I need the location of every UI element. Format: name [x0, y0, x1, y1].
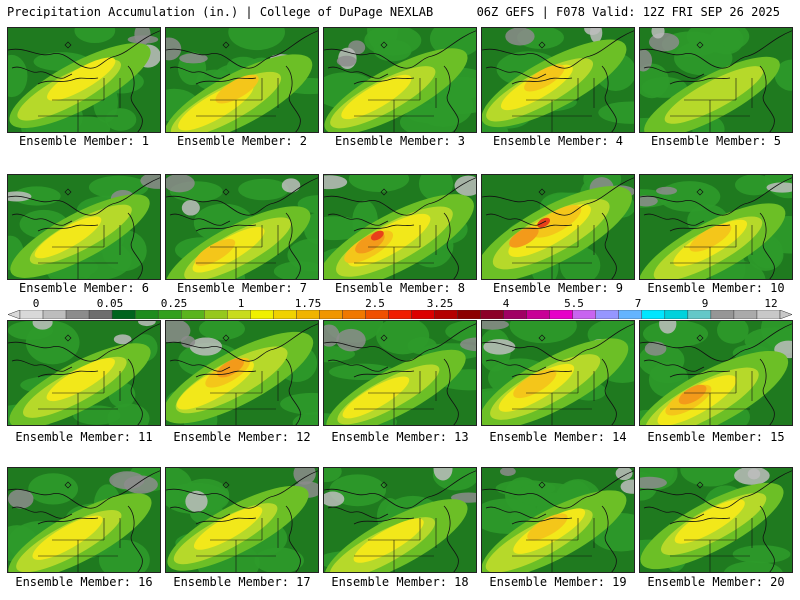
ensemble-member-label: Ensemble Member: 15: [647, 430, 785, 444]
scale-tick: 2.5: [365, 297, 385, 310]
ensemble-member-map: [323, 467, 477, 573]
ensemble-member-map: [639, 27, 793, 133]
scale-tick: 1.75: [294, 297, 322, 310]
ensemble-member-label: Ensemble Member: 7: [176, 281, 308, 295]
ensemble-member-label: Ensemble Member: 18: [331, 575, 469, 589]
model-run-valid-time: 06Z GEFS | F078 Valid: 12Z FRI SEP 26 20…: [476, 5, 780, 19]
ensemble-member-label: Ensemble Member: 20: [647, 575, 785, 589]
ensemble-member-label: Ensemble Member: 17: [173, 575, 311, 589]
ensemble-member-map: [323, 320, 477, 426]
ensemble-member-map: [639, 320, 793, 426]
ensemble-member-map: [165, 27, 319, 133]
ensemble-member-label: Ensemble Member: 16: [15, 575, 153, 589]
ensemble-member-map: [481, 174, 635, 280]
ensemble-member-map: [481, 467, 635, 573]
scale-tick: 5.5: [564, 297, 584, 310]
scale-tick: 1: [237, 297, 245, 310]
ensemble-member-label: Ensemble Member: 19: [489, 575, 627, 589]
ensemble-member-map: [323, 27, 477, 133]
scale-tick: 3.25: [426, 297, 454, 310]
ensemble-member-map: [481, 27, 635, 133]
scale-tick: 7: [634, 297, 642, 310]
scale-tick: 4: [502, 297, 510, 310]
map-title: Precipitation Accumulation (in.) | Colle…: [7, 5, 434, 19]
scale-tick: 0.25: [160, 297, 188, 310]
ensemble-member-label: Ensemble Member: 3: [334, 134, 466, 148]
ensemble-member-label: Ensemble Member: 2: [176, 134, 308, 148]
ensemble-member-label: Ensemble Member: 5: [650, 134, 782, 148]
ensemble-member-map: [639, 174, 793, 280]
ensemble-member-map: [323, 174, 477, 280]
ensemble-member-map: [7, 27, 161, 133]
ensemble-member-map: [481, 320, 635, 426]
scale-tick: 0.05: [96, 297, 124, 310]
precip-color-scale: 0 0.05 0.25 1 1.75 2.5 3.25 4 5.5 7 9 12: [8, 297, 792, 321]
scale-tick: 0: [32, 297, 40, 310]
ensemble-member-label: Ensemble Member: 14: [489, 430, 627, 444]
ensemble-member-map: [7, 174, 161, 280]
ensemble-member-label: Ensemble Member: 13: [331, 430, 469, 444]
ensemble-member-label: Ensemble Member: 6: [18, 281, 150, 295]
scale-tick: 9: [701, 297, 709, 310]
ensemble-member-label: Ensemble Member: 8: [334, 281, 466, 295]
ensemble-member-label: Ensemble Member: 4: [492, 134, 624, 148]
ensemble-member-map: [7, 467, 161, 573]
ensemble-member-map: [165, 467, 319, 573]
ensemble-member-map: [165, 174, 319, 280]
ensemble-member-map: [165, 320, 319, 426]
ensemble-member-label: Ensemble Member: 1: [18, 134, 150, 148]
ensemble-member-label: Ensemble Member: 9: [492, 281, 624, 295]
ensemble-member-map: [7, 320, 161, 426]
ensemble-member-label: Ensemble Member: 12: [173, 430, 311, 444]
scale-color-bar: [8, 310, 792, 319]
ensemble-member-label: Ensemble Member: 11: [15, 430, 153, 444]
ensemble-member-label: Ensemble Member: 10: [647, 281, 785, 295]
ensemble-member-map: [639, 467, 793, 573]
scale-tick: 12: [764, 297, 778, 310]
